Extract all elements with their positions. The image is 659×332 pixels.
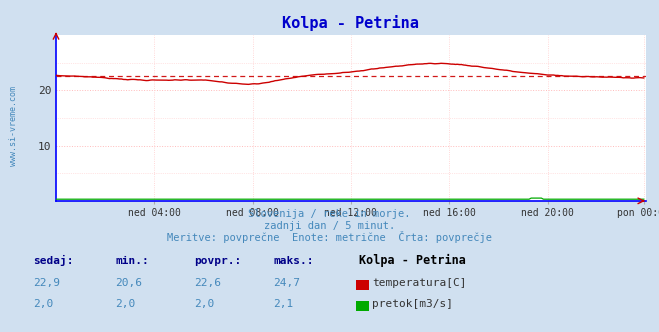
Text: 2,0: 2,0 — [115, 299, 136, 309]
Text: zadnji dan / 5 minut.: zadnji dan / 5 minut. — [264, 221, 395, 231]
Text: 2,0: 2,0 — [33, 299, 53, 309]
Text: sedaj:: sedaj: — [33, 255, 73, 266]
Text: maks.:: maks.: — [273, 256, 314, 266]
Text: Slovenija / reke in morje.: Slovenija / reke in morje. — [248, 209, 411, 219]
Text: 20,6: 20,6 — [115, 278, 142, 288]
Text: 2,1: 2,1 — [273, 299, 294, 309]
Text: 22,9: 22,9 — [33, 278, 60, 288]
Text: temperatura[C]: temperatura[C] — [372, 278, 467, 288]
Text: povpr.:: povpr.: — [194, 256, 242, 266]
Text: 2,0: 2,0 — [194, 299, 215, 309]
Text: pretok[m3/s]: pretok[m3/s] — [372, 299, 453, 309]
Title: Kolpa - Petrina: Kolpa - Petrina — [283, 15, 419, 31]
Text: 22,6: 22,6 — [194, 278, 221, 288]
Text: Meritve: povprečne  Enote: metrične  Črta: povprečje: Meritve: povprečne Enote: metrične Črta:… — [167, 231, 492, 243]
Text: 24,7: 24,7 — [273, 278, 301, 288]
Text: www.si-vreme.com: www.si-vreme.com — [9, 86, 18, 166]
Text: Kolpa - Petrina: Kolpa - Petrina — [359, 254, 466, 267]
Text: min.:: min.: — [115, 256, 149, 266]
